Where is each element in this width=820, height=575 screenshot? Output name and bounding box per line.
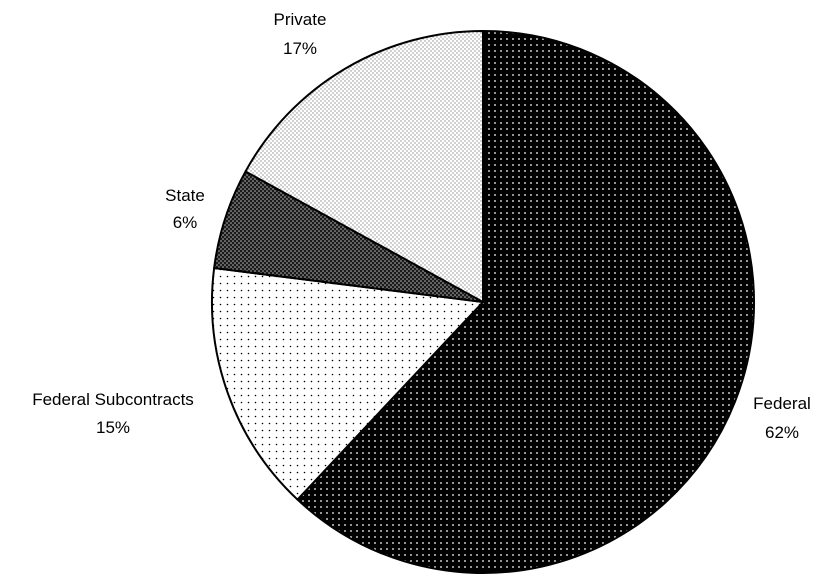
slice-label-federal-percent: 62% (765, 423, 799, 442)
slice-label-private: Private 17% (274, 10, 327, 58)
slice-label-federal-subcontracts: Federal Subcontracts 15% (32, 390, 194, 437)
slice-label-private-percent: 17% (283, 39, 317, 58)
slice-label-state: State 6% (165, 186, 205, 232)
pie-slice-federal (296, 30, 756, 574)
slice-label-federal-name: Federal (753, 394, 811, 413)
slice-label-federal-subcontracts-percent: 15% (96, 418, 130, 437)
slice-label-federal: Federal 62% (753, 394, 811, 442)
slice-label-federal-subcontracts-name: Federal Subcontracts (32, 390, 194, 409)
slice-label-state-name: State (165, 186, 205, 205)
slice-label-state-percent: 6% (173, 213, 198, 232)
pie-slice-private (244, 30, 484, 303)
slice-label-private-name: Private (274, 10, 327, 29)
pie-slice-federal-subcontracts (211, 267, 484, 501)
pie-slices (211, 30, 756, 574)
